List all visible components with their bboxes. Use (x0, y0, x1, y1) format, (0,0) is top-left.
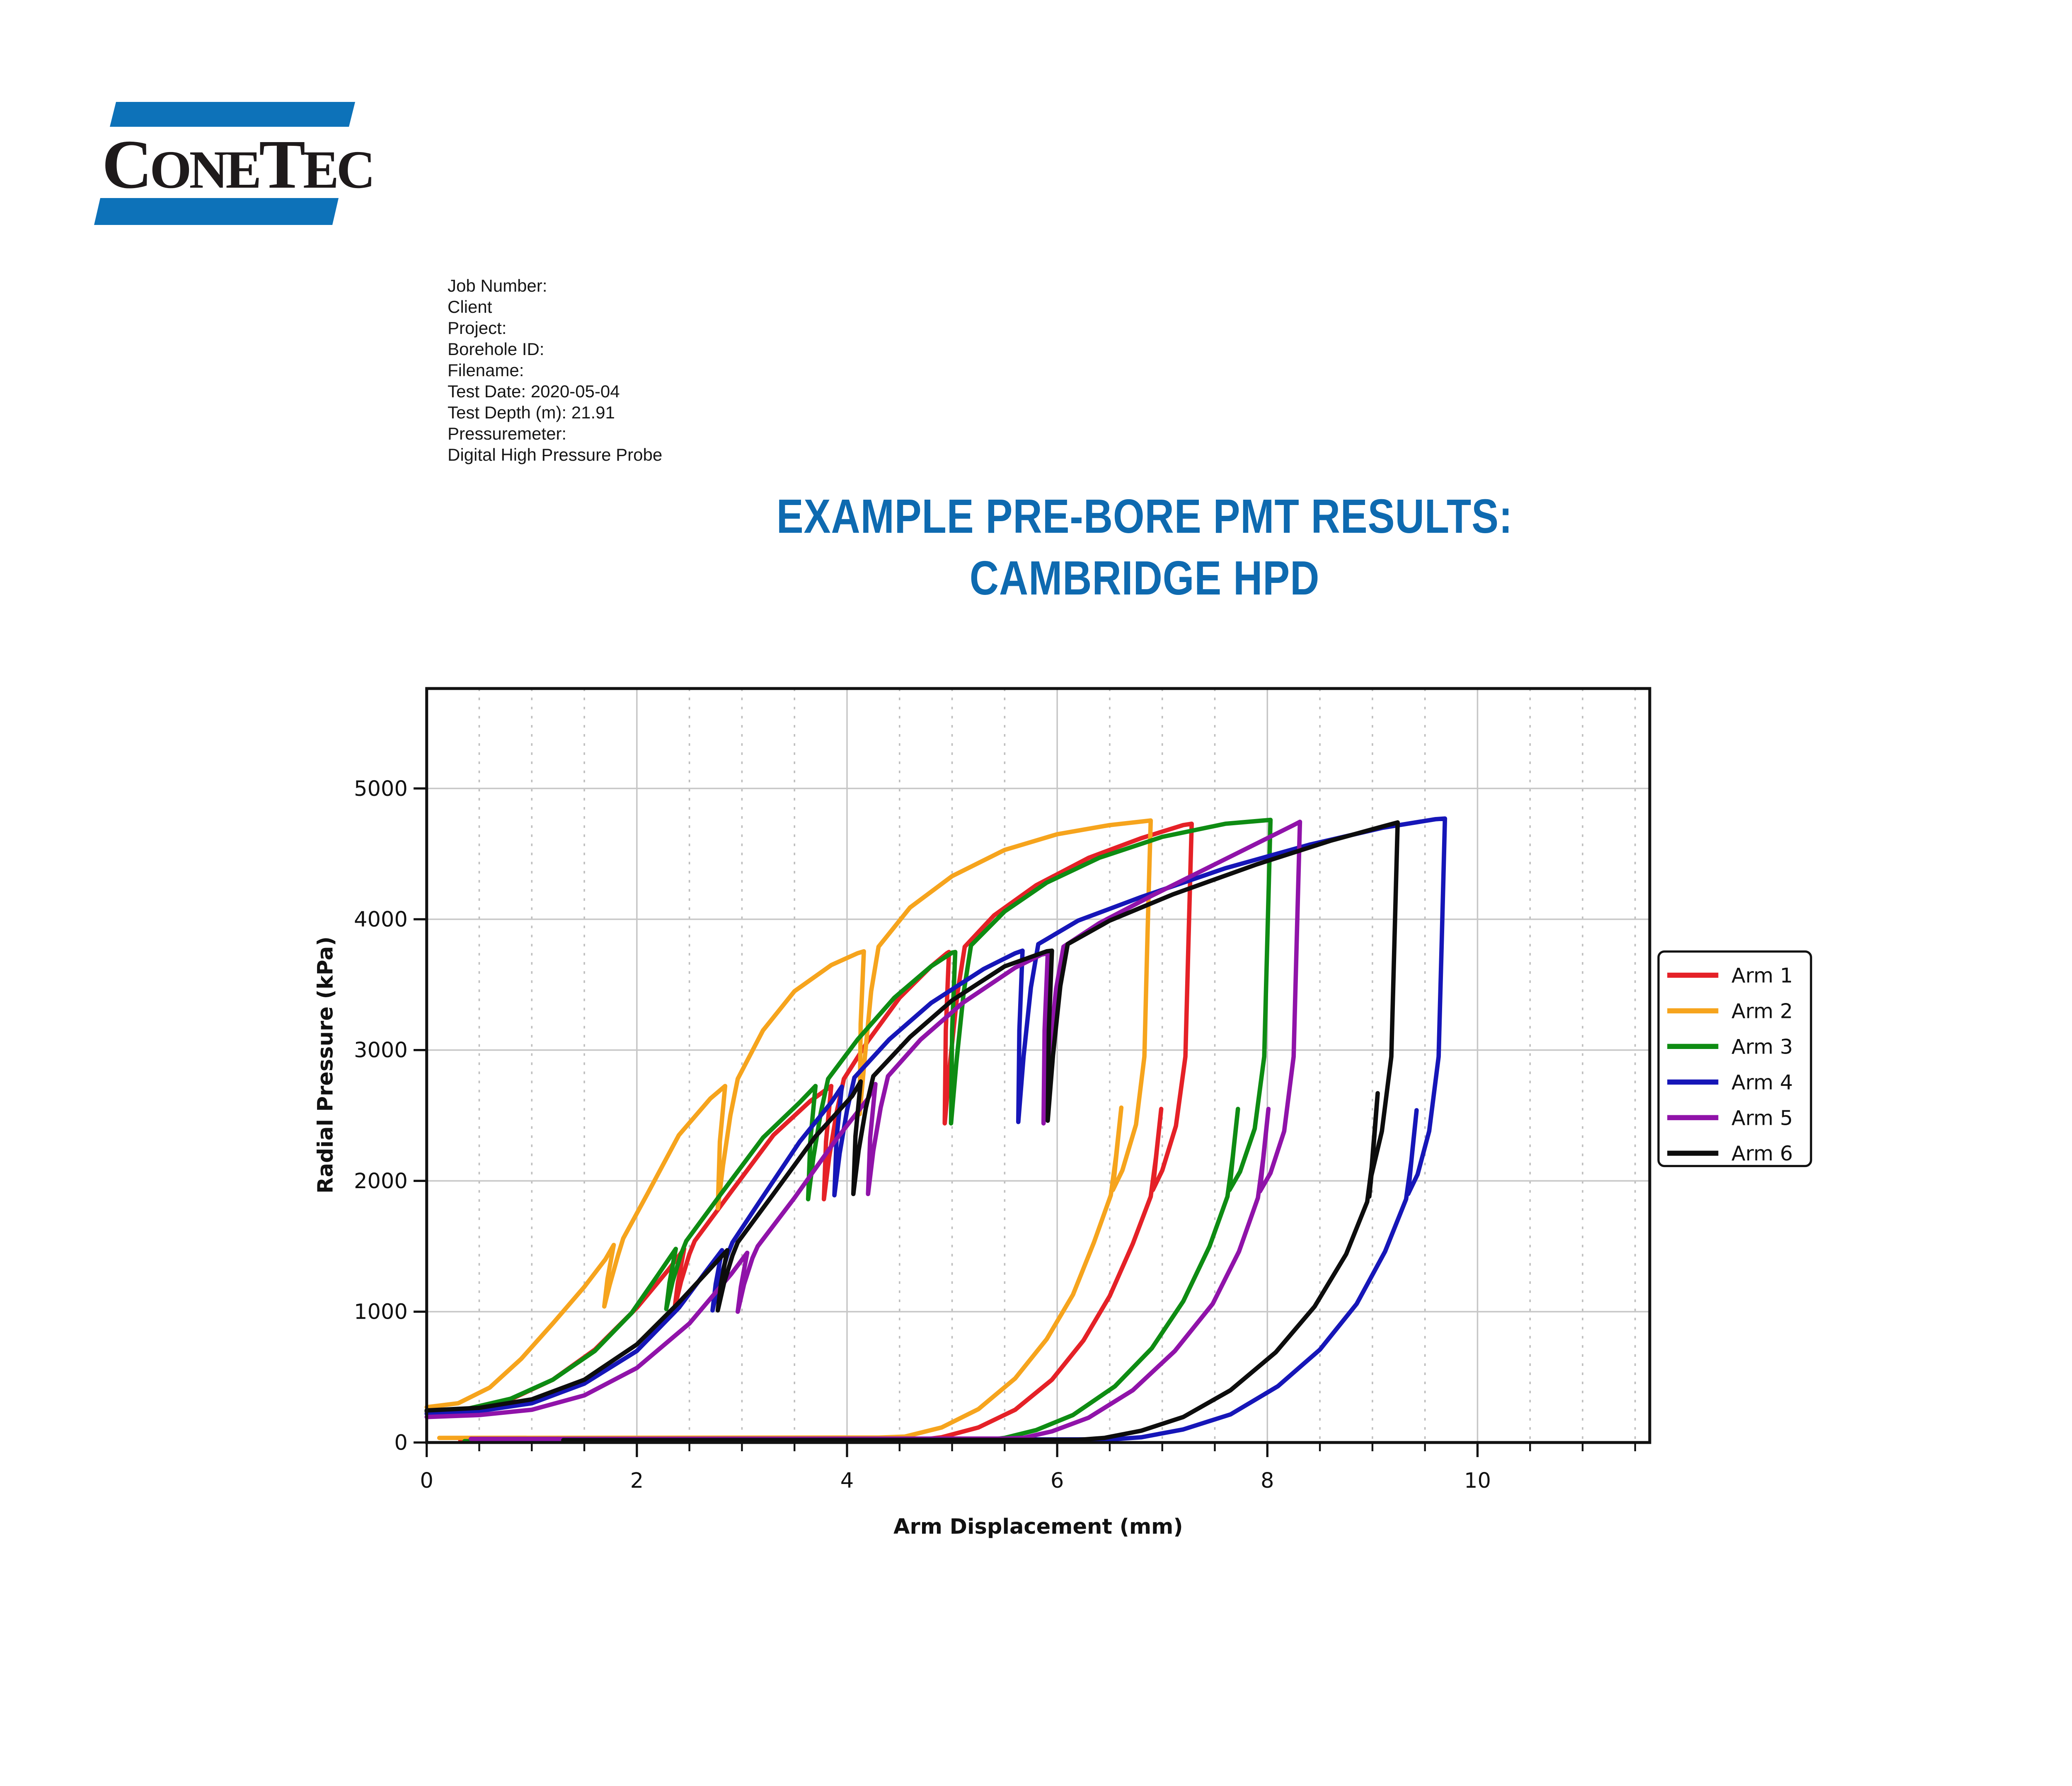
x-tick-label: 6 (1051, 1469, 1064, 1493)
info-line: Project: (448, 318, 507, 338)
pmt-chart: 0 2 4 6 8 10 0 1000 2000 3000 4000 5000 Arm Displace… (314, 687, 1812, 1539)
series-arm-2 (424, 818, 1153, 1440)
info-line: Pressuremeter: (448, 424, 567, 443)
x-tick-label: 2 (630, 1469, 644, 1493)
series-arm-5 (424, 819, 1302, 1441)
legend-label: Arm 3 (1731, 1034, 1793, 1059)
y-tick-label: 2000 (354, 1169, 408, 1194)
info-line: Filename: (448, 360, 524, 380)
title-line-2: CAMBRIDGE HPD (969, 551, 1320, 605)
logo-wordmark: CONETEC (102, 126, 373, 203)
legend-label: Arm 5 (1731, 1106, 1793, 1130)
y-tick-label: 1000 (354, 1300, 408, 1324)
x-tick-label: 4 (840, 1469, 854, 1493)
legend-label: Arm 1 (1731, 964, 1793, 988)
y-tick-label: 0 (394, 1431, 407, 1455)
x-tick-label: 10 (1464, 1469, 1491, 1493)
legend-label: Arm 2 (1731, 999, 1793, 1023)
info-line: Borehole ID: (448, 339, 545, 359)
series-arm-3 (424, 817, 1273, 1443)
conetec-logo: CONETEC (94, 102, 375, 225)
logo-top-bar (110, 102, 355, 127)
plot-border (425, 687, 1651, 1444)
info-line: Test Date: 2020-05-04 (448, 382, 620, 401)
x-axis-label: Arm Displacement (mm) (893, 1515, 1183, 1539)
y-tick-label: 5000 (354, 777, 408, 801)
legend-box (1657, 950, 1812, 1167)
x-tick-label: 8 (1261, 1469, 1274, 1493)
legend-label: Arm 4 (1731, 1070, 1793, 1094)
title-line-1: EXAMPLE PRE-BORE PMT RESULTS: (776, 489, 1513, 543)
x-tick-label: 0 (420, 1469, 433, 1493)
series-arm-6 (424, 820, 1400, 1443)
y-tick-label: 3000 (354, 1038, 408, 1063)
info-line: Client (448, 297, 492, 317)
info-line: Digital High Pressure Probe (448, 445, 663, 464)
info-line: Test Depth (m): 21.91 (448, 403, 615, 422)
info-line: Job Number: (448, 276, 547, 295)
logo-bottom-bar (94, 198, 339, 225)
y-axis-label: Radial Pressure (kPa) (314, 936, 338, 1194)
page-title: EXAMPLE PRE-BORE PMT RESULTS: CAMBRIDGE … (588, 486, 1702, 609)
legend-label: Arm 6 (1731, 1141, 1793, 1165)
y-tick-label: 4000 (354, 908, 408, 932)
test-info-block: Job Number: Client Project: Borehole ID: Fil… (448, 275, 662, 465)
series-arm-4 (424, 816, 1447, 1442)
